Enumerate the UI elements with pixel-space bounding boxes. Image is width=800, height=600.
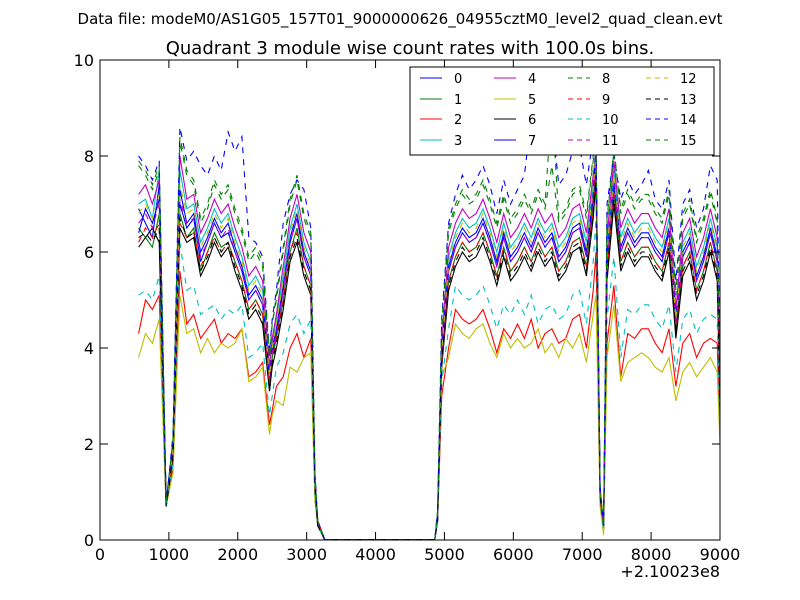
x-tick-label-6000: 6000 xyxy=(493,545,534,564)
series-line-3 xyxy=(138,141,720,540)
series-line-2 xyxy=(138,251,720,540)
series-line-13 xyxy=(138,175,720,540)
legend-label-6: 6 xyxy=(528,113,536,128)
series-line-14 xyxy=(138,117,720,540)
legend-label-8: 8 xyxy=(602,72,610,87)
legend-label-10: 10 xyxy=(602,113,619,128)
legend-label-7: 7 xyxy=(528,134,536,149)
series-group xyxy=(138,103,720,540)
y-tick-label-0: 0 xyxy=(84,531,94,550)
plot-frame xyxy=(99,59,721,541)
x-tick-label-2000: 2000 xyxy=(217,545,258,564)
chart-suptitle: Data file: modeM0/AS1G05_157T01_90000006… xyxy=(78,10,723,29)
series-line-5 xyxy=(138,295,720,540)
series-line-11 xyxy=(138,155,720,540)
legend-label-9: 9 xyxy=(602,93,610,108)
legend-frame xyxy=(409,66,715,156)
x-tick-label-5000: 5000 xyxy=(424,545,465,564)
legend-label-13: 13 xyxy=(680,93,697,108)
y-tick-label-10: 10 xyxy=(74,51,94,70)
y-tick-label-2: 2 xyxy=(84,435,94,454)
x-tick-label-3000: 3000 xyxy=(286,545,327,564)
x-tick-label-7000: 7000 xyxy=(562,545,603,564)
y-tick-label-4: 4 xyxy=(84,339,94,358)
series-line-7 xyxy=(138,146,720,540)
x-tick-label-0: 0 xyxy=(95,545,105,564)
series-line-12 xyxy=(138,151,720,540)
legend-label-2: 2 xyxy=(454,113,462,128)
legend-label-3: 3 xyxy=(454,134,462,149)
legend-label-14: 14 xyxy=(680,113,697,128)
series-line-4 xyxy=(138,151,720,540)
x-tick-label-9000: 9000 xyxy=(700,545,741,564)
y-tick-label-8: 8 xyxy=(84,147,94,166)
x-offset-label: +2.10023e8 xyxy=(620,562,720,581)
series-line-9 xyxy=(138,165,720,540)
legend-label-5: 5 xyxy=(528,93,536,108)
series-line-15 xyxy=(138,103,720,540)
x-tick-label-4000: 4000 xyxy=(355,545,396,564)
legend-label-4: 4 xyxy=(528,72,536,87)
series-line-6 xyxy=(138,179,720,540)
legend-label-0: 0 xyxy=(454,72,462,87)
chart-title: Quadrant 3 module wise count rates with … xyxy=(166,38,655,59)
x-tick-label-1000: 1000 xyxy=(149,545,190,564)
legend-label-11: 11 xyxy=(602,134,619,149)
y-tick-label-6: 6 xyxy=(84,243,94,262)
x-tick-label-8000: 8000 xyxy=(631,545,672,564)
legend-label-1: 1 xyxy=(454,93,462,108)
legend-label-15: 15 xyxy=(680,134,697,149)
series-line-8 xyxy=(138,141,720,540)
tick-labels: 0 1000 2000 3000 4000 5000 6000 7000 8000 9000 0 2 4… xyxy=(74,51,741,564)
legend-label-12: 12 xyxy=(680,72,697,87)
